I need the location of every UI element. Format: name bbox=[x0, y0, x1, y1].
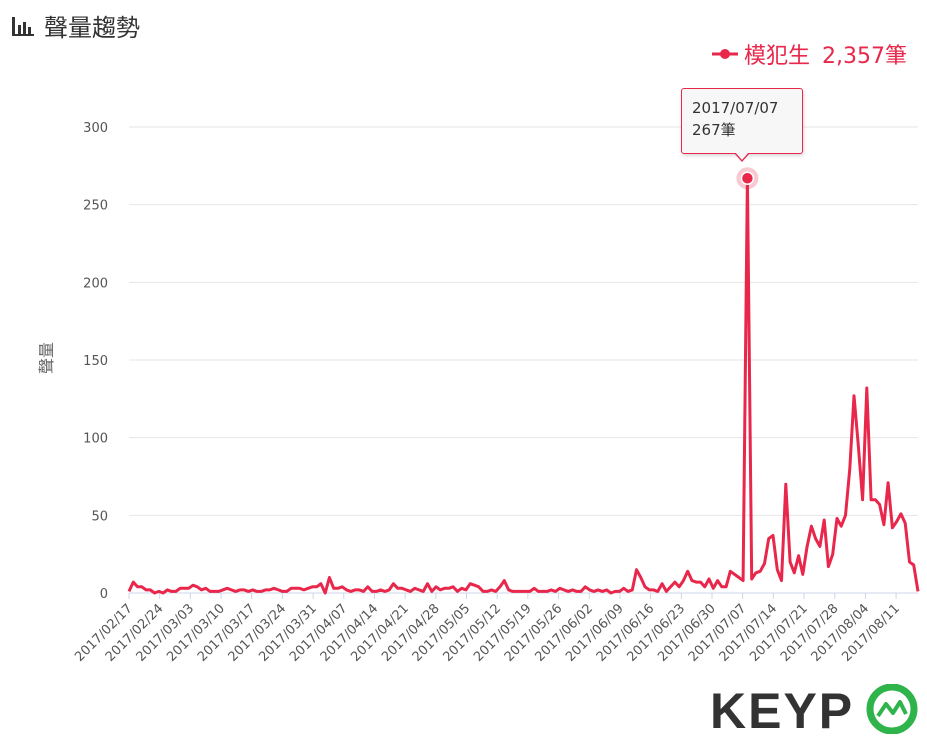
y-tick-label: 250 bbox=[83, 199, 108, 214]
x-axis-ticks: 2017/02/172017/02/242017/03/032017/03/10… bbox=[72, 593, 903, 665]
bar-chart-icon bbox=[12, 16, 34, 36]
y-axis-label: 聲量 bbox=[37, 342, 56, 374]
y-tick-label: 200 bbox=[83, 276, 108, 291]
mountain-icon bbox=[866, 684, 918, 734]
y-tick-label: 150 bbox=[83, 354, 108, 369]
y-tick-label: 300 bbox=[83, 121, 108, 136]
chart-title-bar: 聲量趨勢 bbox=[10, 8, 140, 43]
series-layer bbox=[127, 167, 920, 595]
grid-lines bbox=[129, 126, 918, 516]
legend-total: 2,357筆 bbox=[822, 44, 907, 69]
peak-point[interactable] bbox=[740, 171, 755, 186]
legend-label: 模犯生 bbox=[744, 44, 811, 69]
tooltip-arrow-inner bbox=[735, 152, 749, 160]
y-axis-ticks: 0 50 100 150 200 250 300 bbox=[83, 121, 108, 602]
tooltip: 2017/07/07 267筆 bbox=[681, 88, 803, 154]
svg-text:KEYP: KEYP bbox=[710, 684, 854, 734]
series-line bbox=[127, 176, 920, 595]
tooltip-value: 267筆 bbox=[692, 121, 736, 139]
y-tick-label: 100 bbox=[83, 432, 108, 447]
keypo-logo: KEYP bbox=[710, 684, 918, 734]
legend-item[interactable]: 模犯生 2,357筆 bbox=[712, 38, 907, 70]
y-tick-label: 50 bbox=[91, 509, 108, 524]
chart-title: 聲量趨勢 bbox=[44, 14, 140, 42]
legend-marker bbox=[712, 49, 738, 59]
y-tick-label: 0 bbox=[100, 587, 108, 602]
tooltip-date: 2017/07/07 bbox=[692, 99, 779, 117]
